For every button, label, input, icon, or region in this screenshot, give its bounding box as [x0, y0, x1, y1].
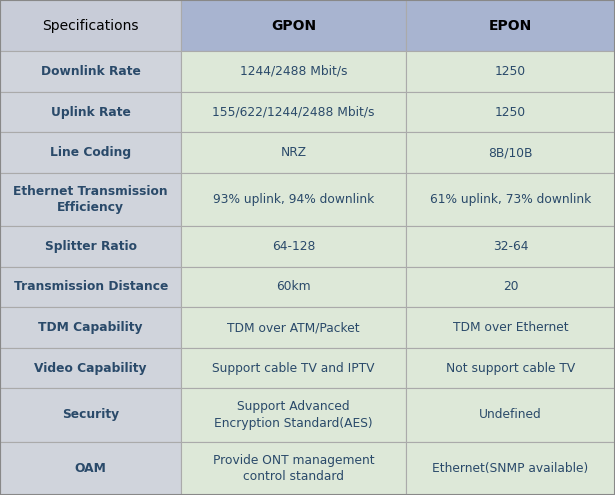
Text: Security: Security [62, 408, 119, 421]
Bar [0, 348, 181, 388]
Bar [0, 92, 181, 132]
Bar [0, 51, 181, 92]
Text: Line Coding: Line Coding [50, 146, 131, 159]
Text: Provide ONT management
control standard: Provide ONT management control standard [213, 453, 375, 483]
Bar [406, 388, 615, 442]
Text: Support cable TV and IPTV: Support cable TV and IPTV [212, 361, 375, 375]
Text: Undefined: Undefined [479, 408, 542, 421]
Text: 64-128: 64-128 [272, 240, 315, 253]
Bar [0, 267, 181, 307]
Bar [181, 267, 406, 307]
Text: EPON: EPON [489, 19, 532, 33]
Bar [406, 51, 615, 92]
Bar [181, 226, 406, 267]
Bar [0, 442, 181, 495]
Text: 155/622/1244/2488 Mbit/s: 155/622/1244/2488 Mbit/s [212, 105, 375, 118]
Bar [0, 307, 181, 348]
Bar [181, 92, 406, 132]
Bar [406, 226, 615, 267]
Bar [181, 442, 406, 495]
Text: 61% uplink, 73% downlink: 61% uplink, 73% downlink [430, 193, 591, 206]
Text: Transmission Distance: Transmission Distance [14, 281, 168, 294]
Text: Not support cable TV: Not support cable TV [446, 361, 575, 375]
Text: 8B/10B: 8B/10B [488, 146, 533, 159]
Bar [0, 132, 181, 173]
Bar [181, 0, 406, 51]
Bar [181, 388, 406, 442]
Text: Specifications: Specifications [42, 19, 139, 33]
Text: 20: 20 [502, 281, 518, 294]
Text: TDM over Ethernet: TDM over Ethernet [453, 321, 568, 334]
Bar [406, 0, 615, 51]
Bar [406, 348, 615, 388]
Text: 93% uplink, 94% downlink: 93% uplink, 94% downlink [213, 193, 375, 206]
Bar [0, 0, 181, 51]
Text: 1250: 1250 [495, 105, 526, 118]
Text: TDM Capability: TDM Capability [39, 321, 143, 334]
Text: Downlink Rate: Downlink Rate [41, 65, 141, 78]
Bar [181, 173, 406, 226]
Text: Support Advanced
Encryption Standard(AES): Support Advanced Encryption Standard(AES… [215, 400, 373, 430]
Text: 32-64: 32-64 [493, 240, 528, 253]
Text: 1244/2488 Mbit/s: 1244/2488 Mbit/s [240, 65, 347, 78]
Bar [406, 92, 615, 132]
Text: Ethernet Transmission
Efficiency: Ethernet Transmission Efficiency [14, 185, 168, 214]
Bar [0, 388, 181, 442]
Bar [406, 442, 615, 495]
Text: Video Capability: Video Capability [34, 361, 147, 375]
Bar [181, 307, 406, 348]
Bar [0, 226, 181, 267]
Bar [0, 173, 181, 226]
Text: Uplink Rate: Uplink Rate [51, 105, 130, 118]
Text: OAM: OAM [75, 462, 106, 475]
Text: Ethernet(SNMP available): Ethernet(SNMP available) [432, 462, 589, 475]
Text: 1250: 1250 [495, 65, 526, 78]
Text: Splitter Ratio: Splitter Ratio [45, 240, 137, 253]
Text: GPON: GPON [271, 19, 316, 33]
Bar [406, 307, 615, 348]
Bar [406, 173, 615, 226]
Bar [181, 132, 406, 173]
Bar [406, 132, 615, 173]
Bar [181, 348, 406, 388]
Text: TDM over ATM/Packet: TDM over ATM/Packet [228, 321, 360, 334]
Text: 60km: 60km [276, 281, 311, 294]
Bar [406, 267, 615, 307]
Text: NRZ: NRZ [280, 146, 307, 159]
Bar [181, 51, 406, 92]
